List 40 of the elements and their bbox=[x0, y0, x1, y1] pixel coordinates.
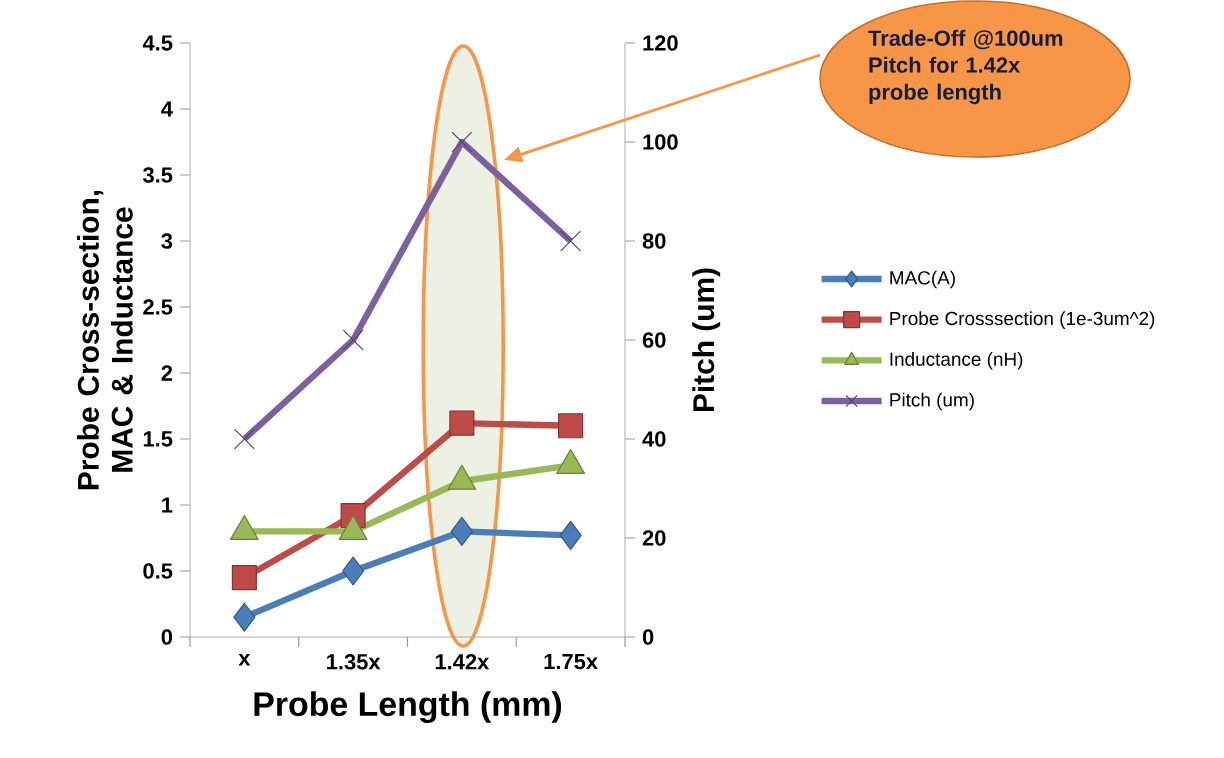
point bbox=[451, 131, 473, 153]
point bbox=[560, 230, 582, 252]
y-tick-label: 1.5 bbox=[143, 431, 173, 447]
y-tick-label: 3.5 bbox=[142, 167, 173, 183]
point bbox=[233, 602, 256, 632]
y-tick-label: 1 bbox=[162, 497, 173, 513]
y2-tick-label: 80 bbox=[642, 233, 666, 249]
point bbox=[449, 410, 475, 436]
point bbox=[558, 413, 584, 439]
y2-tick-label: 60 bbox=[642, 332, 666, 348]
point bbox=[342, 329, 364, 351]
legend-label: Pitch (um) bbox=[890, 392, 974, 411]
point bbox=[342, 556, 365, 586]
point bbox=[231, 565, 257, 591]
legend-label: Probe Crosssection (1e-3um^2) bbox=[890, 311, 1155, 329]
y-tick-label: 0 bbox=[161, 629, 173, 645]
point bbox=[450, 516, 473, 546]
legend-label: MAC(A) bbox=[890, 270, 955, 289]
point bbox=[233, 428, 255, 450]
y2-tick-label: 120 bbox=[643, 35, 678, 51]
y2-tick-label: 100 bbox=[643, 134, 678, 150]
y2-axis-title: Pitch (um) bbox=[692, 268, 721, 412]
y-tick-label: 4 bbox=[161, 101, 173, 117]
x-tick-label: x bbox=[238, 654, 251, 666]
y-tick-label: 2.5 bbox=[143, 299, 173, 315]
y2-tick-label: 20 bbox=[642, 530, 666, 546]
y2-tick-label: 0 bbox=[642, 629, 654, 645]
text: Trade-Off @100um Pitch for 1.42x probe length bbox=[868, 29, 1063, 105]
legend-label: Inductance (nH) bbox=[890, 351, 1023, 370]
x-tick-label: 1.35x bbox=[327, 654, 381, 670]
y-tick-label: 4.5 bbox=[142, 35, 173, 51]
x-axis-title: Probe Length (mm) bbox=[254, 691, 562, 724]
x-tick-label: 1.42x bbox=[435, 654, 490, 670]
y-tick-label: 3 bbox=[161, 233, 173, 249]
point bbox=[559, 520, 582, 550]
y-tick-label: 2 bbox=[161, 365, 173, 381]
y-tick-label: 0.5 bbox=[143, 563, 173, 579]
y-axis-title: Probe Cross-section, MAC & Inductance bbox=[76, 190, 133, 490]
y2-tick-label: 40 bbox=[642, 431, 666, 447]
x-tick-label: 1.75x bbox=[544, 654, 598, 670]
